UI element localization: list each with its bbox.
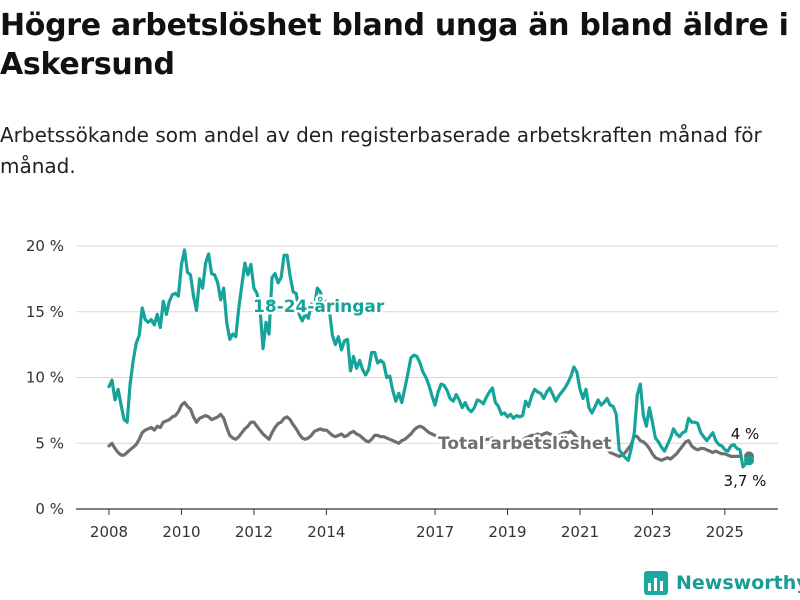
series-label-total: Total arbetslöshet [438,434,612,454]
x-tick-label: 2008 [90,523,128,541]
series-labels: 18-24-åringar Total arbetslöshet 4 % 3,7 % [251,293,767,491]
y-axis-ticks: 0 % 5 % 10 % 15 % 20 % [26,237,64,518]
end-value-label-youth: 3,7 % [724,472,767,490]
x-axis: 2008 2010 2012 2014 2017 2019 2021 2023 2025 [90,509,744,541]
chart-subtitle: Arbetssökande som andel av den registerb… [0,123,762,178]
x-tick-label: 2023 [633,523,671,541]
x-tick-label: 2017 [416,523,454,541]
x-tick-label: 2012 [235,523,273,541]
series-lines [107,248,751,469]
x-tick-label: 2021 [561,523,599,541]
x-tick-label: 2019 [488,523,526,541]
y-tick-label: 10 % [26,369,64,387]
y-tick-label: 0 % [35,500,64,518]
y-tick-label: 5 % [35,434,64,452]
end-value-label-total: 4 % [731,425,760,443]
brand-name: Newsworthy [676,572,800,594]
series-line [107,400,742,462]
series-end-marker [744,455,755,466]
x-tick-label: 2014 [307,523,345,541]
y-tick-label: 20 % [26,237,64,255]
newsworthy-logo-icon [644,571,668,595]
y-tick-label: 15 % [26,303,64,321]
series-line [107,248,751,469]
series-label-youth: 18-24-åringar [253,295,385,317]
newsworthy-brand[interactable]: Newsworthy [644,569,800,597]
x-tick-label: 2025 [706,523,744,541]
x-tick-label: 2010 [162,523,200,541]
chart-title: Högre arbetslöshet bland unga än bland ä… [0,8,789,82]
